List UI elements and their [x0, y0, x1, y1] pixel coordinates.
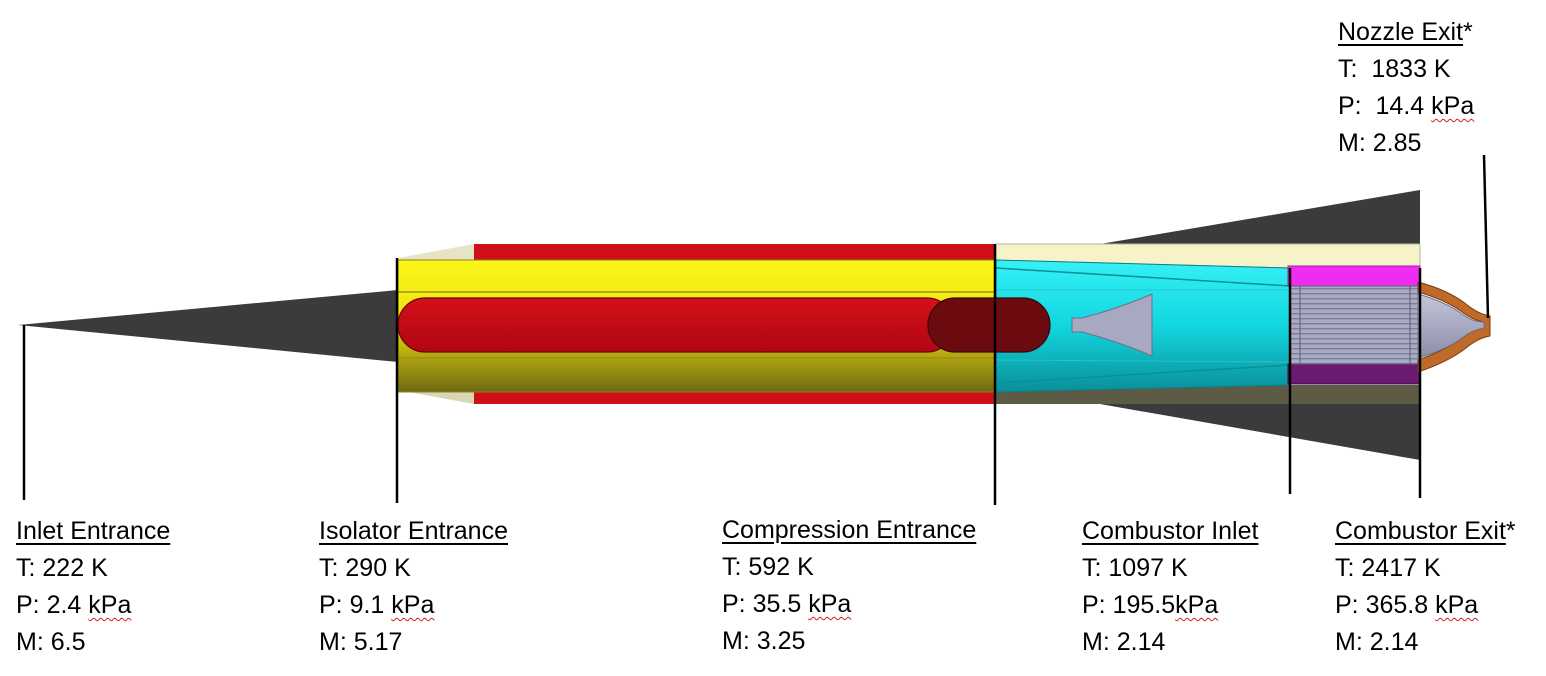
mach-value: 2.14: [1116, 628, 1166, 656]
pressure-value: 9.1: [349, 591, 385, 619]
pressure-unit: kPa: [1435, 591, 1479, 619]
secondary-fuel-tank: [927, 297, 1051, 353]
pressure-label: P:: [1082, 591, 1106, 619]
nozzle-bell: [1417, 281, 1491, 373]
mach-label: M:: [1082, 628, 1110, 656]
pressure-value: 14.4: [1375, 92, 1425, 120]
mach-label: M:: [319, 628, 347, 656]
pressure-label: P:: [722, 590, 746, 618]
temperature-label: T:: [1082, 554, 1102, 582]
temperature-value: 290 K: [345, 554, 411, 582]
station-title: Compression Entrance: [722, 516, 977, 544]
mach-label: M:: [1335, 628, 1363, 656]
temperature-label: T:: [1338, 55, 1358, 83]
station-nozzle-exit: Nozzle Exit* T: 1833 K P: 14.4 kPa M: 2.…: [1338, 14, 1474, 162]
vehicle-body: [18, 190, 1491, 460]
station-inlet-entrance: Inlet Entrance T: 222 K P: 2.4 kPa M: 6.…: [16, 513, 170, 661]
mach-label: M:: [16, 628, 44, 656]
station-compression-entrance: Compression Entrance T: 592 K P: 35.5 kP…: [722, 512, 976, 660]
pressure-unit: kPa: [1175, 591, 1219, 619]
temperature-value: 222 K: [42, 554, 108, 582]
upper-tail-fin: [1100, 190, 1420, 246]
pressure-value: 195.5: [1112, 591, 1176, 619]
lower-tail-fin: [1100, 404, 1420, 460]
combustor-upper-casing: [1287, 265, 1421, 287]
station-title: Isolator Entrance: [319, 517, 508, 545]
pressure-label: P:: [16, 591, 40, 619]
combustor-core: [1289, 285, 1419, 365]
mach-value: 3.25: [756, 627, 806, 655]
mach-value: 5.17: [353, 628, 403, 656]
mach-value: 2.14: [1369, 628, 1419, 656]
station-combustor-exit: Combustor Exit* T: 2417 K P: 365.8 kPa M…: [1335, 513, 1516, 661]
mach-value: 2.85: [1372, 129, 1422, 157]
pressure-value: 2.4: [46, 591, 82, 619]
mach-value: 6.5: [50, 628, 86, 656]
upper-red-strip: [474, 244, 996, 260]
upper-leading-edge: [398, 244, 474, 262]
pressure-unit: kPa: [88, 591, 132, 619]
mach-label: M:: [1338, 129, 1366, 157]
forebody-wedge: [18, 290, 398, 362]
temperature-value: 1833 K: [1371, 55, 1451, 83]
temperature-label: T:: [16, 554, 36, 582]
temperature-label: T:: [1335, 554, 1355, 582]
temperature-value: 592 K: [748, 553, 814, 581]
station-title-asterisk: *: [1505, 517, 1516, 545]
station-title: Combustor Exit: [1335, 517, 1506, 545]
main-fuel-tank: [397, 297, 955, 353]
combustor-lower-casing: [1287, 363, 1421, 385]
pressure-unit: kPa: [1431, 92, 1475, 120]
temperature-value: 1097 K: [1108, 554, 1188, 582]
temperature-label: T:: [722, 553, 742, 581]
leader-lines: [22, 154, 1490, 505]
nozzle-exit-leader: [1482, 154, 1490, 319]
station-title: Combustor Inlet: [1082, 517, 1259, 545]
temperature-label: T:: [319, 554, 339, 582]
pressure-label: P:: [1338, 92, 1362, 120]
pressure-unit: kPa: [808, 590, 852, 618]
pressure-value: 35.5: [752, 590, 802, 618]
lower-leading-edge: [398, 390, 474, 404]
station-title: Inlet Entrance: [16, 517, 171, 545]
temperature-value: 2417 K: [1361, 554, 1441, 582]
station-title: Nozzle Exit: [1338, 18, 1464, 46]
injector-strut: [1071, 293, 1153, 357]
pressure-unit: kPa: [391, 591, 435, 619]
station-combustor-inlet: Combustor Inlet T: 1097 K P: 195.5kPa M:…: [1082, 513, 1258, 661]
nozzle-plug: [1417, 293, 1485, 359]
lower-red-strip: [474, 392, 996, 404]
pressure-label: P:: [319, 591, 343, 619]
station-title-asterisk: *: [1463, 18, 1473, 46]
pressure-value: 365.8: [1365, 591, 1429, 619]
station-isolator-entrance: Isolator Entrance T: 290 K P: 9.1 kPa M:…: [319, 513, 508, 661]
pressure-label: P:: [1335, 591, 1359, 619]
mach-label: M:: [722, 627, 750, 655]
